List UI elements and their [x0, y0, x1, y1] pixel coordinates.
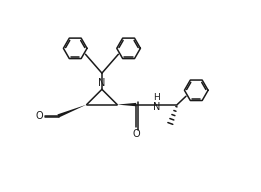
Text: O: O — [35, 111, 43, 121]
Text: N: N — [152, 102, 160, 112]
Polygon shape — [57, 105, 87, 118]
Polygon shape — [117, 103, 136, 106]
Text: O: O — [132, 129, 140, 139]
Text: N: N — [98, 78, 106, 88]
Text: H: H — [153, 93, 160, 102]
